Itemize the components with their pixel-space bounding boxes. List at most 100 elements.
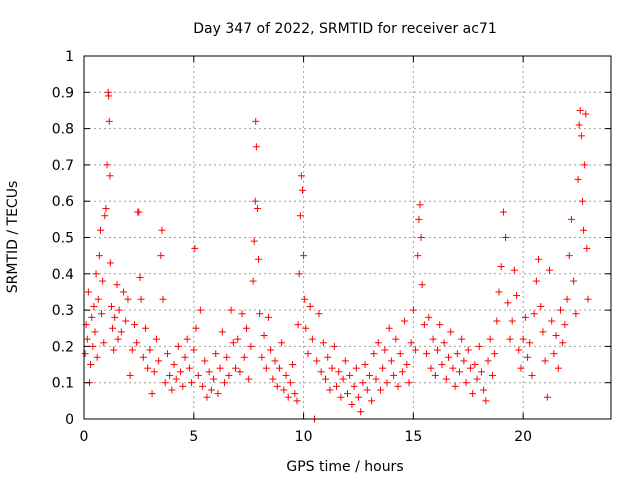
data-point <box>163 350 171 358</box>
plot-frame <box>83 55 612 420</box>
data-point <box>135 208 143 216</box>
data-point <box>390 371 398 379</box>
data-point <box>229 339 237 347</box>
data-point <box>238 310 246 318</box>
data-point <box>120 288 128 296</box>
data-point <box>577 132 585 140</box>
data-point <box>168 386 176 394</box>
data-point <box>296 212 304 220</box>
data-point <box>81 350 89 358</box>
grid-layer <box>84 56 611 419</box>
data-point <box>105 92 113 100</box>
data-point <box>561 321 569 329</box>
data-point <box>124 295 132 303</box>
data-point <box>273 382 281 390</box>
data-point <box>250 237 258 245</box>
y-tick-label: 0.9 <box>52 85 74 101</box>
data-point <box>302 324 310 332</box>
data-point <box>105 117 113 125</box>
data-point <box>322 375 330 383</box>
data-point <box>106 259 114 267</box>
data-point <box>148 390 156 398</box>
x-tick-label: 20 <box>514 429 532 445</box>
data-point <box>526 339 534 347</box>
data-point <box>122 317 130 325</box>
data-point <box>350 382 358 390</box>
data-point <box>434 346 442 354</box>
data-point <box>464 346 472 354</box>
data-point <box>451 382 459 390</box>
data-point <box>482 397 490 405</box>
data-point <box>258 353 266 361</box>
data-point <box>379 364 387 372</box>
data-point <box>87 361 95 369</box>
data-point <box>414 252 422 260</box>
data-point <box>161 379 169 387</box>
data-point <box>262 364 270 372</box>
data-point <box>179 382 187 390</box>
data-point <box>504 299 512 307</box>
data-point <box>412 346 420 354</box>
data-point <box>442 375 450 383</box>
data-point <box>280 386 288 394</box>
data-point <box>177 368 185 376</box>
data-point <box>275 364 283 372</box>
data-point <box>563 295 571 303</box>
data-point <box>519 335 527 343</box>
data-point <box>256 310 264 318</box>
data-point <box>172 375 180 383</box>
data-point <box>216 364 224 372</box>
data-point <box>473 375 481 383</box>
data-point <box>96 226 104 234</box>
data-point <box>572 310 580 318</box>
data-point <box>253 204 261 212</box>
data-point <box>449 364 457 372</box>
x-tick-label: 15 <box>404 429 422 445</box>
data-point <box>158 226 166 234</box>
x-tick-label: 0 <box>80 429 89 445</box>
data-point <box>431 371 439 379</box>
data-point <box>576 106 584 114</box>
data-point <box>190 346 198 354</box>
data-point <box>137 295 145 303</box>
data-point <box>232 364 240 372</box>
data-point <box>207 386 215 394</box>
data-point <box>486 335 494 343</box>
data-point <box>556 306 564 314</box>
data-point <box>352 364 360 372</box>
data-point <box>374 339 382 347</box>
data-point <box>484 357 492 365</box>
y-tick-label: 0.3 <box>52 303 74 319</box>
data-point <box>565 252 573 260</box>
data-point <box>286 379 294 387</box>
data-point <box>548 317 556 325</box>
data-point <box>170 361 178 369</box>
data-point <box>159 295 167 303</box>
data-point <box>191 244 199 252</box>
data-point <box>515 346 523 354</box>
data-point <box>499 208 507 216</box>
data-point <box>354 393 362 401</box>
data-point <box>559 339 567 347</box>
data-point <box>550 350 558 358</box>
data-point <box>546 266 554 274</box>
data-point <box>530 310 538 318</box>
data-point <box>90 302 98 310</box>
y-tick-label: 0.6 <box>52 194 74 210</box>
data-point <box>192 324 200 332</box>
data-point <box>363 386 371 394</box>
data-point <box>581 161 589 169</box>
data-point <box>385 324 393 332</box>
data-point <box>115 306 123 314</box>
data-point <box>107 302 115 310</box>
data-point <box>99 277 107 285</box>
data-point <box>106 172 114 180</box>
data-point <box>462 379 470 387</box>
data-point <box>91 328 99 336</box>
data-point <box>552 332 560 340</box>
data-point <box>392 335 400 343</box>
data-point <box>460 357 468 365</box>
data-point <box>335 368 343 376</box>
data-point <box>344 390 351 398</box>
